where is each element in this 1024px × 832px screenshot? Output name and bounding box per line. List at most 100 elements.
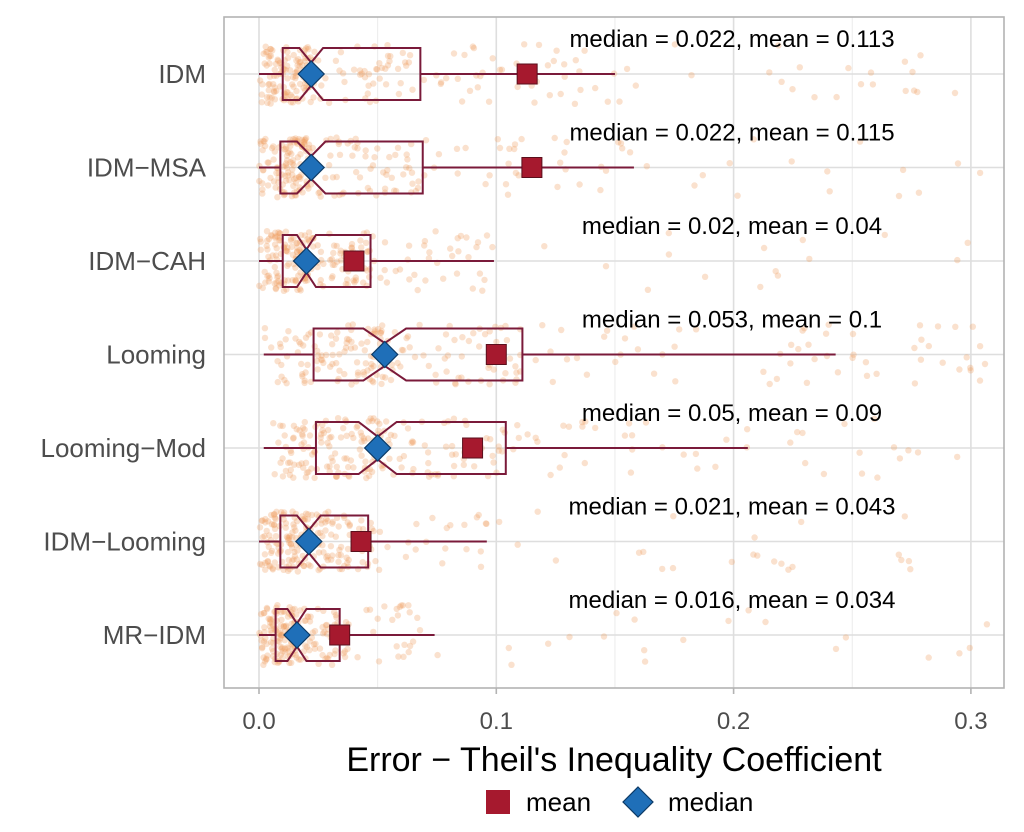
- data-point: [329, 360, 336, 368]
- data-point: [305, 229, 313, 236]
- data-point: [322, 527, 329, 534]
- data-point: [276, 83, 284, 90]
- data-point: [354, 369, 362, 376]
- data-point: [692, 326, 700, 333]
- data-point: [659, 565, 666, 573]
- data-point: [951, 89, 959, 97]
- x-tick-label: 0.3: [954, 708, 987, 735]
- data-point: [303, 643, 311, 651]
- data-point: [398, 464, 405, 471]
- data-point: [267, 563, 274, 570]
- data-point: [294, 547, 301, 554]
- data-point: [362, 360, 369, 367]
- data-point: [454, 170, 461, 177]
- data-point: [554, 183, 561, 191]
- data-point: [350, 464, 357, 471]
- data-point: [495, 447, 502, 454]
- data-point: [262, 43, 269, 50]
- data-point: [297, 656, 304, 663]
- data-point: [457, 232, 465, 240]
- data-point: [282, 66, 289, 74]
- data-point: [561, 149, 568, 156]
- data-point: [425, 255, 433, 262]
- data-point: [374, 325, 382, 333]
- data-point: [349, 152, 356, 159]
- data-point: [346, 522, 353, 529]
- data-point: [265, 615, 272, 622]
- data-point: [561, 451, 568, 459]
- data-point: [302, 369, 309, 376]
- data-point: [556, 464, 563, 471]
- data-point: [267, 627, 274, 634]
- data-point: [292, 179, 299, 186]
- data-point: [699, 172, 706, 179]
- data-point: [380, 169, 387, 176]
- data-point: [547, 471, 554, 479]
- data-point: [867, 69, 875, 76]
- data-point: [773, 375, 781, 383]
- data-point: [788, 341, 795, 348]
- data-point: [364, 184, 372, 192]
- data-point: [302, 135, 310, 142]
- data-point: [381, 185, 389, 192]
- boxplot-4: [263, 421, 748, 475]
- data-point: [771, 558, 778, 565]
- data-point: [317, 276, 324, 284]
- data-point: [712, 463, 719, 470]
- data-point: [260, 609, 267, 617]
- data-point: [268, 645, 276, 652]
- data-point: [282, 443, 290, 451]
- data-point: [316, 645, 324, 652]
- data-point: [307, 562, 314, 570]
- data-point: [364, 90, 371, 97]
- data-point: [345, 336, 353, 343]
- data-point: [323, 630, 331, 638]
- data-point: [344, 559, 351, 566]
- data-point: [270, 521, 278, 528]
- data-point: [277, 643, 284, 651]
- data-point: [302, 474, 310, 481]
- data-point: [964, 239, 971, 246]
- data-point: [295, 272, 302, 279]
- data-point: [834, 369, 842, 376]
- data-point: [909, 68, 916, 76]
- data-point: [513, 369, 520, 376]
- data-point: [284, 613, 292, 620]
- data-point: [386, 153, 393, 161]
- data-point: [772, 268, 779, 275]
- data-point: [925, 342, 932, 350]
- data-point: [272, 184, 279, 191]
- data-point: [266, 60, 273, 67]
- data-point: [344, 645, 351, 653]
- data-point: [842, 634, 850, 641]
- data-point: [341, 648, 348, 655]
- data-point: [259, 186, 266, 193]
- data-point: [271, 84, 278, 91]
- data-point: [280, 623, 287, 630]
- data-point: [822, 330, 830, 337]
- data-point: [824, 168, 831, 175]
- data-point: [370, 527, 377, 535]
- data-point: [308, 451, 316, 458]
- data-point: [306, 647, 313, 654]
- data-point: [858, 470, 866, 477]
- data-point: [301, 617, 308, 624]
- data-point: [350, 66, 358, 73]
- data-point: [726, 160, 733, 167]
- data-point: [393, 643, 400, 650]
- annotation-5: median = 0.021, mean = 0.043: [569, 494, 896, 521]
- data-point: [262, 279, 269, 286]
- data-point: [914, 88, 921, 96]
- median-marker: [297, 60, 326, 88]
- data-point: [290, 83, 297, 90]
- data-point: [335, 552, 342, 559]
- data-point: [282, 162, 289, 169]
- data-point: [976, 343, 984, 350]
- data-point: [341, 370, 348, 378]
- data-point: [308, 465, 315, 472]
- data-point: [895, 192, 903, 200]
- data-point: [337, 543, 345, 551]
- data-point: [259, 284, 266, 292]
- data-point: [545, 640, 552, 647]
- data-point: [329, 273, 336, 280]
